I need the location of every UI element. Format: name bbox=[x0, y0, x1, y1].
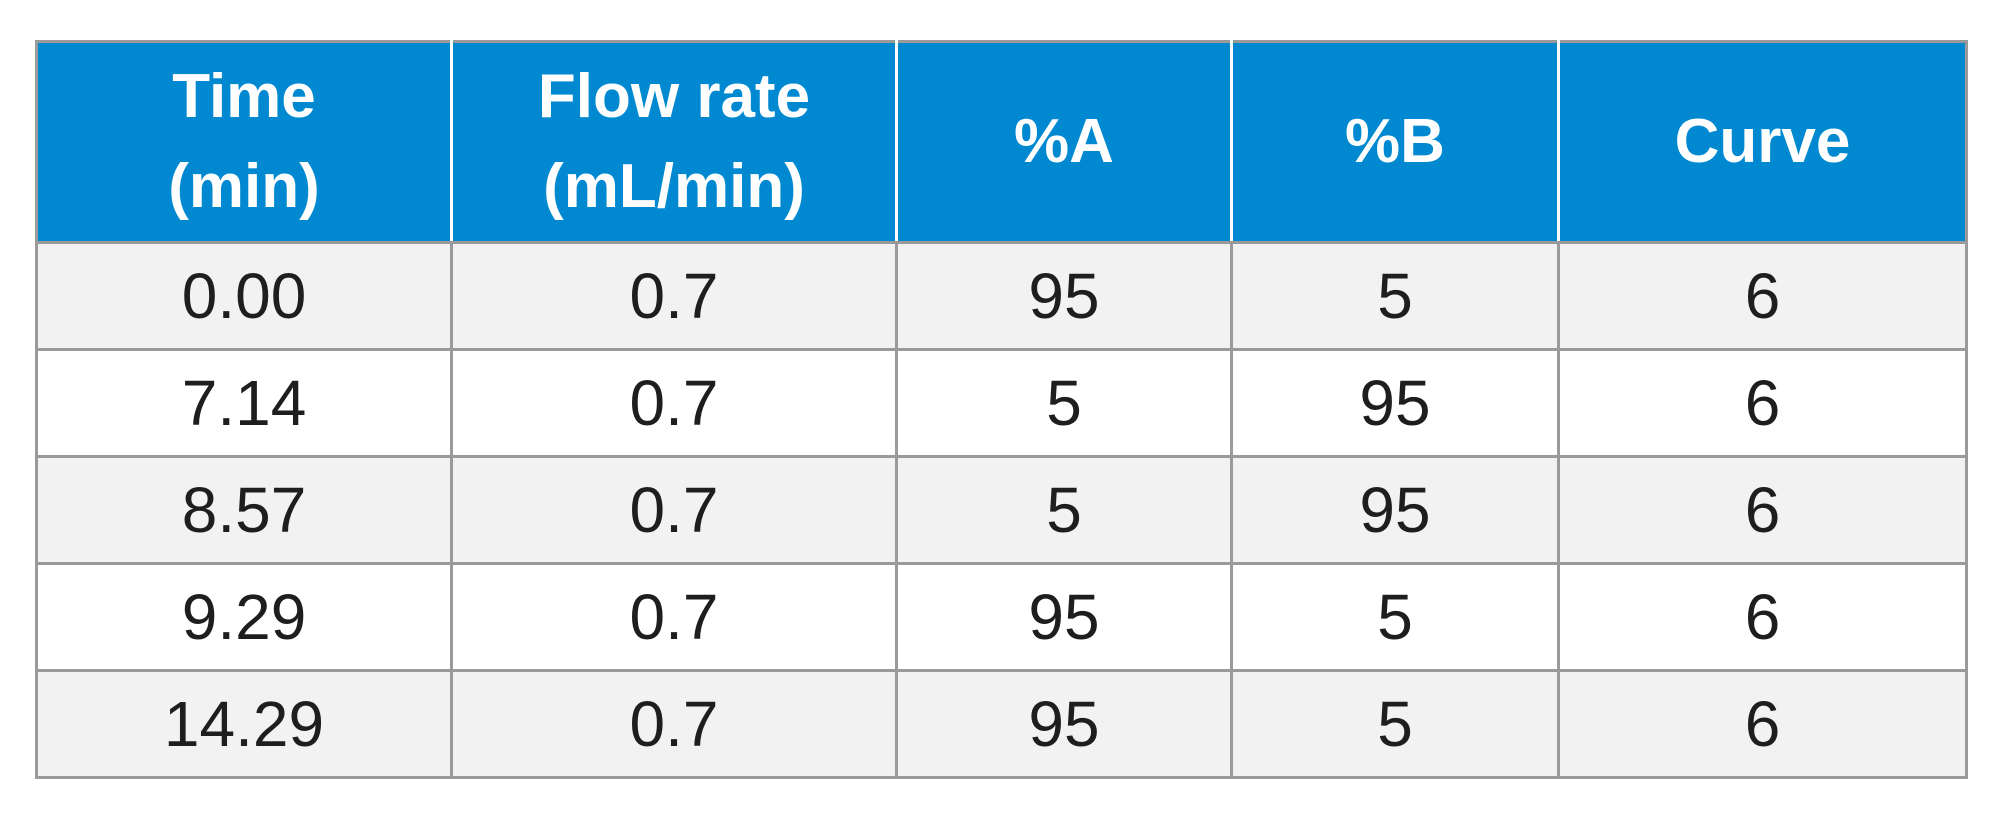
cell-percent-b: 95 bbox=[1230, 348, 1560, 458]
header-percent-a: %A bbox=[895, 40, 1233, 244]
cell-flow-rate: 0.7 bbox=[450, 562, 898, 672]
cell-time: 0.00 bbox=[35, 241, 453, 351]
cell-time: 7.14 bbox=[35, 348, 453, 458]
cell-percent-a: 95 bbox=[895, 669, 1233, 779]
header-flow-rate-label: Flow rate bbox=[537, 62, 811, 131]
header-time-label: Time bbox=[172, 62, 316, 131]
cell-curve: 6 bbox=[1557, 669, 1968, 779]
header-time-unit: (min) bbox=[168, 152, 320, 221]
cell-percent-a: 95 bbox=[895, 562, 1233, 672]
cell-curve: 6 bbox=[1557, 241, 1968, 351]
cell-percent-a: 95 bbox=[895, 241, 1233, 351]
table-header: Time (min) Flow rate (mL/min) %A %B Curv… bbox=[35, 40, 1968, 244]
header-flow-rate: Flow rate (mL/min) bbox=[450, 40, 898, 244]
header-row: Time (min) Flow rate (mL/min) %A %B Curv… bbox=[35, 40, 1968, 244]
table-row: 14.29 0.7 95 5 6 bbox=[35, 669, 1968, 779]
table-body: 0.00 0.7 95 5 6 7.14 0.7 5 95 6 8.57 0.7… bbox=[35, 241, 1968, 779]
cell-percent-a: 5 bbox=[895, 348, 1233, 458]
header-flow-rate-unit: (mL/min) bbox=[543, 152, 805, 221]
header-time: Time (min) bbox=[35, 40, 453, 244]
cell-curve: 6 bbox=[1557, 348, 1968, 458]
gradient-table-container: Time (min) Flow rate (mL/min) %A %B Curv… bbox=[35, 40, 1968, 779]
table-row: 8.57 0.7 5 95 6 bbox=[35, 455, 1968, 565]
table-row: 9.29 0.7 95 5 6 bbox=[35, 562, 1968, 672]
cell-flow-rate: 0.7 bbox=[450, 348, 898, 458]
cell-time: 9.29 bbox=[35, 562, 453, 672]
header-percent-b: %B bbox=[1230, 40, 1560, 244]
cell-percent-b: 95 bbox=[1230, 455, 1560, 565]
table-row: 0.00 0.7 95 5 6 bbox=[35, 241, 1968, 351]
cell-flow-rate: 0.7 bbox=[450, 669, 898, 779]
gradient-table: Time (min) Flow rate (mL/min) %A %B Curv… bbox=[35, 40, 1968, 779]
cell-time: 8.57 bbox=[35, 455, 453, 565]
cell-percent-b: 5 bbox=[1230, 562, 1560, 672]
cell-percent-b: 5 bbox=[1230, 241, 1560, 351]
cell-flow-rate: 0.7 bbox=[450, 241, 898, 351]
cell-curve: 6 bbox=[1557, 455, 1968, 565]
cell-flow-rate: 0.7 bbox=[450, 455, 898, 565]
cell-time: 14.29 bbox=[35, 669, 453, 779]
cell-curve: 6 bbox=[1557, 562, 1968, 672]
cell-percent-b: 5 bbox=[1230, 669, 1560, 779]
cell-percent-a: 5 bbox=[895, 455, 1233, 565]
table-row: 7.14 0.7 5 95 6 bbox=[35, 348, 1968, 458]
header-curve: Curve bbox=[1557, 40, 1968, 244]
